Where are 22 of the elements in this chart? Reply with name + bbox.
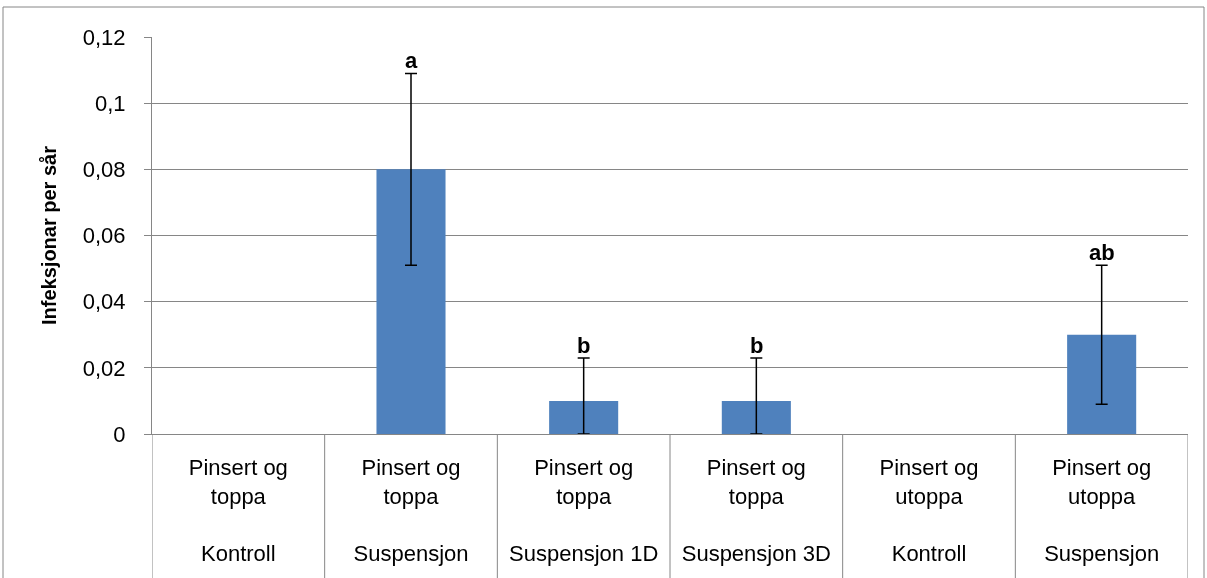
category-label: Pinsert og utoppa Kontroll: [879, 455, 979, 567]
y-tick-label: 0,08: [82, 157, 126, 183]
category-label: Pinsert og toppa Kontroll: [188, 455, 288, 567]
annotation: ab: [1089, 240, 1115, 265]
y-tick-label: 0: [113, 421, 126, 447]
category-label: Pinsert og utoppa Suspensjon: [1044, 455, 1160, 567]
y-tick-label: 0,06: [82, 223, 126, 249]
y-tick-label: 0,04: [82, 289, 126, 315]
annotation: b: [577, 333, 591, 358]
bar: [549, 400, 619, 434]
bar: [1067, 334, 1137, 434]
y-axis-title: Infeksjonar per sår: [38, 145, 61, 325]
annotation: b: [750, 333, 764, 358]
annotation: a: [405, 48, 418, 73]
y-tick-label: 0,12: [82, 24, 126, 50]
bar: [721, 400, 791, 434]
category-label: Pinsert og toppa Suspensjon: [353, 455, 469, 567]
category-label: Pinsert og toppa Suspensjon 3D: [681, 455, 831, 567]
bar: [376, 169, 446, 434]
category-label: Pinsert og toppa Suspensjon 1D: [509, 455, 659, 567]
y-tick-label: 0,02: [82, 355, 126, 381]
y-tick-label: 0,1: [95, 90, 126, 116]
